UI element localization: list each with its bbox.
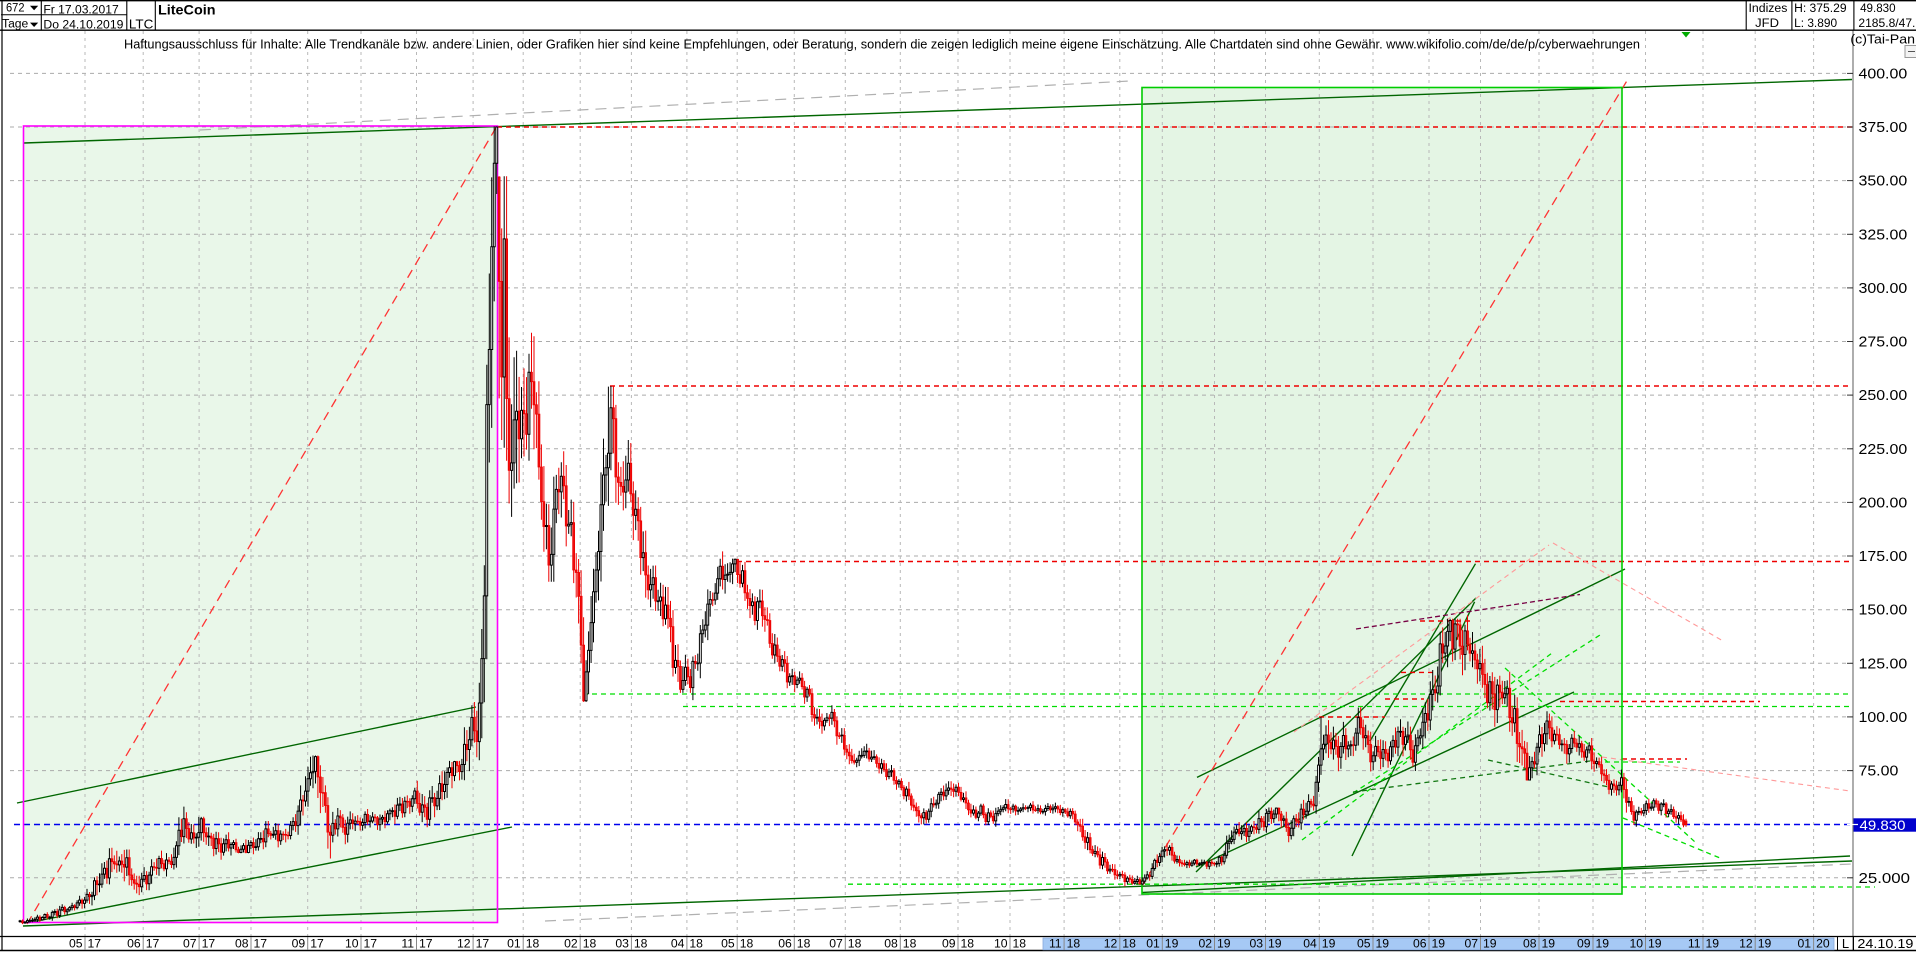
- svg-text:375.00: 375.00: [1859, 120, 1908, 136]
- svg-text:LTC: LTC: [129, 17, 153, 32]
- svg-text:17: 17: [364, 937, 378, 951]
- svg-text:18: 18: [1013, 937, 1027, 951]
- svg-text:19: 19: [1648, 937, 1662, 951]
- svg-text:17: 17: [88, 937, 102, 951]
- svg-text:09: 09: [292, 937, 306, 951]
- svg-text:18: 18: [848, 937, 862, 951]
- svg-text:19: 19: [1432, 937, 1446, 951]
- svg-text:L: L: [1842, 936, 1849, 951]
- svg-text:672: 672: [6, 3, 25, 15]
- svg-text:125.00: 125.00: [1859, 656, 1908, 672]
- svg-text:Haftungsausschluss für Inhalte: Haftungsausschluss für Inhalte: Alle Tre…: [124, 37, 1640, 51]
- svg-text:18: 18: [689, 937, 703, 951]
- svg-text:200.00: 200.00: [1859, 495, 1908, 511]
- svg-text:03: 03: [615, 937, 629, 951]
- svg-text:Fr 17.03.2017: Fr 17.03.2017: [43, 2, 119, 16]
- svg-text:05: 05: [69, 937, 83, 951]
- svg-text:18: 18: [526, 937, 540, 951]
- svg-text:75.00: 75.00: [1859, 764, 1899, 780]
- svg-text:02: 02: [564, 937, 578, 951]
- svg-text:12: 12: [457, 937, 471, 951]
- svg-text:350.00: 350.00: [1859, 174, 1908, 190]
- svg-text:19: 19: [1322, 937, 1336, 951]
- svg-text:150.00: 150.00: [1859, 603, 1908, 619]
- svg-text:18: 18: [903, 937, 917, 951]
- svg-text:02: 02: [1198, 937, 1212, 951]
- svg-text:19: 19: [1165, 937, 1179, 951]
- svg-text:08: 08: [235, 937, 249, 951]
- svg-text:19: 19: [1596, 937, 1610, 951]
- svg-text:18: 18: [634, 937, 648, 951]
- svg-text:17: 17: [146, 937, 160, 951]
- svg-text:17: 17: [202, 937, 216, 951]
- svg-text:08: 08: [884, 937, 898, 951]
- svg-text:100.00: 100.00: [1859, 710, 1908, 726]
- svg-text:49.830: 49.830: [1860, 817, 1906, 833]
- svg-text:(c)Tai-Pan: (c)Tai-Pan: [1850, 32, 1915, 47]
- svg-text:17: 17: [310, 937, 324, 951]
- svg-text:24.10.19: 24.10.19: [1857, 936, 1913, 951]
- svg-text:01: 01: [507, 937, 521, 951]
- svg-text:05: 05: [1357, 937, 1371, 951]
- svg-text:225.00: 225.00: [1859, 442, 1908, 458]
- svg-text:19: 19: [1706, 937, 1720, 951]
- svg-text:Tage: Tage: [2, 19, 28, 31]
- svg-text:2185.8/47.: 2185.8/47.: [1858, 16, 1915, 30]
- svg-text:18: 18: [1122, 937, 1136, 951]
- svg-text:10: 10: [994, 937, 1008, 951]
- svg-text:07: 07: [829, 937, 843, 951]
- svg-text:08: 08: [1523, 937, 1537, 951]
- svg-text:18: 18: [740, 937, 754, 951]
- svg-text:17: 17: [254, 937, 268, 951]
- svg-text:25.000: 25.000: [1859, 871, 1911, 887]
- svg-text:11: 11: [1049, 937, 1062, 951]
- svg-text:18: 18: [1067, 937, 1081, 951]
- svg-text:17: 17: [419, 937, 433, 951]
- svg-text:300.00: 300.00: [1859, 281, 1908, 297]
- svg-text:19: 19: [1758, 937, 1772, 951]
- svg-text:400.00: 400.00: [1859, 66, 1908, 82]
- svg-text:09: 09: [942, 937, 956, 951]
- svg-text:03: 03: [1249, 937, 1263, 951]
- svg-text:04: 04: [671, 937, 685, 951]
- svg-text:L: 3.890: L: 3.890: [1794, 16, 1837, 30]
- svg-text:19: 19: [1268, 937, 1282, 951]
- svg-text:01: 01: [1798, 937, 1812, 951]
- svg-text:LiteCoin: LiteCoin: [158, 2, 216, 17]
- svg-text:05: 05: [721, 937, 735, 951]
- svg-text:JFD: JFD: [1755, 16, 1779, 30]
- svg-text:18: 18: [797, 937, 811, 951]
- svg-text:325.00: 325.00: [1859, 227, 1908, 243]
- svg-text:250.00: 250.00: [1859, 388, 1908, 404]
- svg-text:10: 10: [1629, 937, 1643, 951]
- svg-text:01: 01: [1146, 937, 1160, 951]
- svg-text:Do 24.10.2019: Do 24.10.2019: [43, 18, 123, 32]
- svg-text:07: 07: [1464, 937, 1478, 951]
- svg-text:06: 06: [127, 937, 141, 951]
- svg-text:18: 18: [583, 937, 597, 951]
- svg-text:49.830: 49.830: [1860, 1, 1896, 15]
- svg-text:06: 06: [778, 937, 792, 951]
- svg-text:18: 18: [961, 937, 975, 951]
- svg-text:19: 19: [1542, 937, 1556, 951]
- svg-text:19: 19: [1376, 937, 1390, 951]
- svg-text:10: 10: [345, 937, 359, 951]
- svg-text:275.00: 275.00: [1859, 335, 1908, 351]
- svg-text:12: 12: [1104, 937, 1118, 951]
- svg-text:06: 06: [1413, 937, 1427, 951]
- svg-text:12: 12: [1739, 937, 1753, 951]
- svg-text:11: 11: [401, 937, 414, 951]
- svg-text:H: 375.29: H: 375.29: [1794, 1, 1847, 15]
- svg-text:20: 20: [1816, 937, 1830, 951]
- svg-text:Indizes: Indizes: [1749, 1, 1788, 15]
- svg-text:11: 11: [1688, 937, 1701, 951]
- svg-text:175.00: 175.00: [1859, 549, 1908, 565]
- svg-text:04: 04: [1303, 937, 1317, 951]
- svg-text:17: 17: [476, 937, 490, 951]
- svg-text:19: 19: [1217, 937, 1231, 951]
- svg-text:07: 07: [183, 937, 197, 951]
- svg-text:19: 19: [1483, 937, 1497, 951]
- svg-text:09: 09: [1577, 937, 1591, 951]
